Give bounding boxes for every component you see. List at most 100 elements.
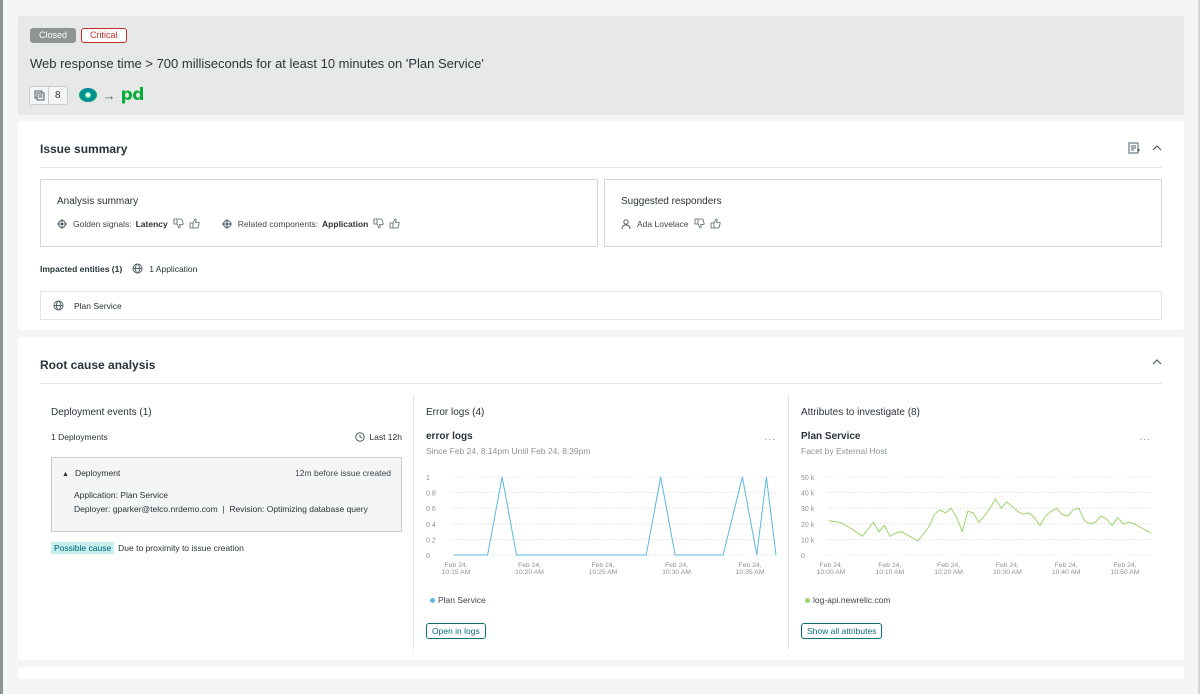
related-components-label: Related components: bbox=[237, 218, 319, 229]
x-tick-label: Feb 24, bbox=[819, 562, 842, 569]
y-tick-label: 1 bbox=[426, 475, 430, 482]
deployment-toggle[interactable]: ▲ Deployment bbox=[62, 468, 120, 478]
y-tick-label: 0.4 bbox=[426, 522, 436, 529]
divider bbox=[40, 167, 1162, 168]
x-tick-label: Feb 24, bbox=[878, 562, 901, 569]
ai-network-icon bbox=[221, 218, 232, 229]
x-tick-label: 10:50 AM bbox=[1111, 569, 1140, 576]
badge-row: Closed Critical bbox=[30, 28, 127, 43]
y-tick-label: 0.6 bbox=[426, 506, 436, 513]
thumbs-up-icon[interactable] bbox=[389, 218, 400, 229]
newrelic-logo-icon bbox=[78, 88, 97, 102]
x-tick-label: 10:35 AM bbox=[736, 569, 765, 576]
x-tick-label: Feb 24, bbox=[937, 562, 960, 569]
analysis-summary-title: Analysis summary bbox=[57, 196, 139, 207]
suggested-responders-title: Suggested responders bbox=[621, 196, 722, 207]
x-tick-label: Feb 24, bbox=[738, 562, 761, 569]
deployment-deployer: Deployer: gparker@telco.nrdemo.com | Rev… bbox=[74, 504, 368, 514]
next-panel bbox=[18, 667, 1184, 679]
deployment-events-title: Deployment events (1) bbox=[51, 407, 152, 418]
error-logs-chart-subtitle: Since Feb 24, 8:14pm Until Feb 24, 8:39p… bbox=[426, 446, 591, 456]
x-tick-label: 10:15 AM bbox=[442, 569, 471, 576]
x-tick-label: 10:00 AM bbox=[817, 569, 846, 576]
time-range[interactable]: Last 12h bbox=[355, 432, 402, 442]
priority-badge: Critical bbox=[81, 28, 127, 43]
window-left-edge bbox=[0, 0, 3, 694]
issue-summary-tools bbox=[1128, 142, 1162, 154]
attributes-more-button[interactable]: ... bbox=[1139, 432, 1151, 443]
pagerduty-logo[interactable]: pd bbox=[120, 85, 145, 105]
collapse-chevron-icon[interactable] bbox=[1152, 358, 1162, 366]
attributes-chart-subtitle: Facet by External Host bbox=[801, 446, 887, 456]
incidents-icon bbox=[30, 86, 49, 104]
thumbs-down-icon[interactable] bbox=[173, 218, 184, 229]
error-logs-chart-title: error logs bbox=[426, 431, 473, 442]
suggested-responders-card: Suggested responders Ada Lovelace bbox=[604, 179, 1162, 247]
thumbs-up-icon[interactable] bbox=[710, 218, 721, 229]
add-note-icon[interactable] bbox=[1128, 142, 1140, 154]
thumbs-down-icon[interactable] bbox=[373, 218, 384, 229]
issue-summary-title: Issue summary bbox=[40, 142, 128, 156]
deployment-card[interactable]: ▲ Deployment 12m before issue created App… bbox=[51, 457, 402, 532]
globe-icon bbox=[132, 263, 143, 274]
impacted-entities-label: Impacted entities (1) bbox=[40, 263, 123, 274]
ai-network-icon bbox=[57, 218, 67, 229]
series-line bbox=[828, 497, 1152, 542]
collapse-chevron-icon[interactable] bbox=[1152, 144, 1162, 152]
legend-dot bbox=[430, 597, 435, 603]
golden-signals-value: Latency bbox=[135, 218, 168, 229]
x-tick-label: 10:20 AM bbox=[515, 569, 544, 576]
responder-row: Ada Lovelace bbox=[621, 218, 721, 229]
arrow-right-icon: → bbox=[102, 87, 116, 103]
column-divider bbox=[788, 395, 789, 650]
impacted-entities-value: 1 Application bbox=[149, 263, 198, 274]
time-range-label: Last 12h bbox=[369, 432, 402, 442]
thumbs-up-icon[interactable] bbox=[189, 218, 200, 229]
attributes-column: Attributes to investigate (8) Plan Servi… bbox=[801, 395, 1155, 648]
show-all-attributes-button[interactable]: Show all attributes bbox=[801, 623, 883, 639]
root-cause-panel: Root cause analysis Deployment events (1… bbox=[18, 337, 1184, 660]
y-tick-label: 0.2 bbox=[426, 537, 436, 544]
y-tick-label: 0 bbox=[801, 553, 805, 560]
column-divider bbox=[413, 395, 414, 650]
x-tick-label: Feb 24, bbox=[1055, 562, 1078, 569]
x-tick-label: 10:10 AM bbox=[875, 569, 904, 576]
analysis-signals-row: Golden signals: Latency Related componen… bbox=[57, 218, 400, 229]
x-tick-label: 10:30 AM bbox=[993, 569, 1022, 576]
divider bbox=[40, 383, 1162, 384]
error-logs-column: Error logs (4) error logs Since Feb 24, … bbox=[426, 395, 780, 648]
incident-count: 8 bbox=[55, 89, 61, 101]
thumbs-down-icon[interactable] bbox=[694, 218, 705, 229]
impacted-entities-row: Impacted entities (1) 1 Application bbox=[40, 263, 197, 274]
error-logs-more-button[interactable]: ... bbox=[764, 432, 776, 443]
entity-name: Plan Service bbox=[74, 300, 122, 311]
issue-header: Closed Critical Web response time > 700 … bbox=[18, 16, 1184, 115]
root-cause-title: Root cause analysis bbox=[40, 358, 156, 372]
deployment-card-title: Deployment bbox=[74, 468, 121, 478]
attributes-chart-title: Plan Service bbox=[801, 431, 861, 442]
y-tick-label: 20 k bbox=[801, 522, 815, 529]
open-in-logs-button[interactable]: Open in logs bbox=[426, 623, 486, 639]
x-tick-label: 10:30 AM bbox=[662, 569, 691, 576]
attributes-legend: log-api.newrelic.com bbox=[805, 595, 890, 605]
y-tick-label: 30 k bbox=[801, 506, 815, 513]
x-tick-label: Feb 24, bbox=[665, 562, 688, 569]
error-logs-title: Error logs (4) bbox=[426, 407, 485, 418]
y-tick-label: 10 k bbox=[801, 537, 815, 544]
deployment-time: 12m before issue created bbox=[295, 468, 391, 478]
golden-signals-label: Golden signals: bbox=[73, 218, 132, 229]
possible-cause-tag: Possible cause bbox=[51, 542, 115, 554]
x-tick-label: Feb 24, bbox=[1113, 562, 1136, 569]
issue-summary-panel: Issue summary Analysis summary Golden si… bbox=[18, 121, 1184, 330]
deployment-events-column: Deployment events (1) 1 Deployments Last… bbox=[51, 395, 405, 648]
clock-icon bbox=[355, 432, 366, 442]
caret-up-icon: ▲ bbox=[62, 471, 69, 478]
incident-count-button[interactable]: 8 bbox=[29, 85, 68, 105]
attributes-legend-label: log-api.newrelic.com bbox=[813, 595, 891, 605]
y-tick-label: 0.8 bbox=[426, 491, 436, 498]
entity-row[interactable]: Plan Service bbox=[40, 291, 1162, 320]
issue-meta-row: 8 → pd bbox=[29, 85, 144, 105]
error-logs-legend: Plan Service bbox=[430, 595, 486, 605]
